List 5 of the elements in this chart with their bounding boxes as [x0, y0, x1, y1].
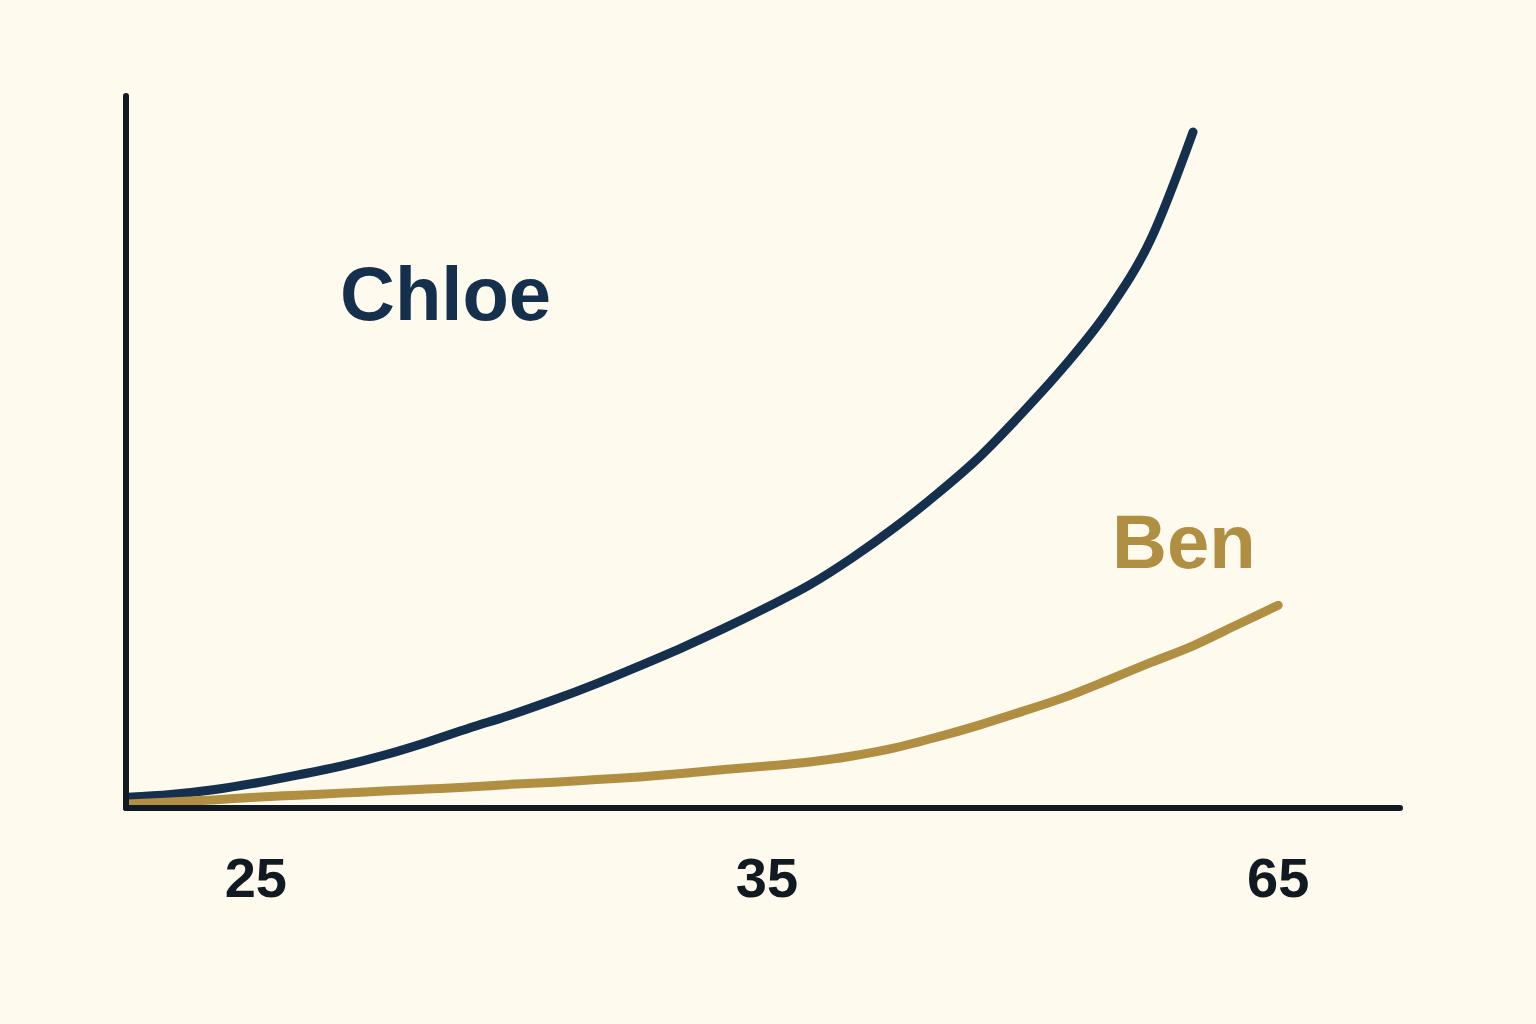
x-tick-label: 25: [224, 846, 287, 909]
series-label: Ben: [1112, 499, 1256, 584]
x-tick-label: 35: [735, 846, 799, 909]
x-tick-label: 65: [1247, 846, 1310, 909]
text: Chloe: [340, 251, 552, 336]
